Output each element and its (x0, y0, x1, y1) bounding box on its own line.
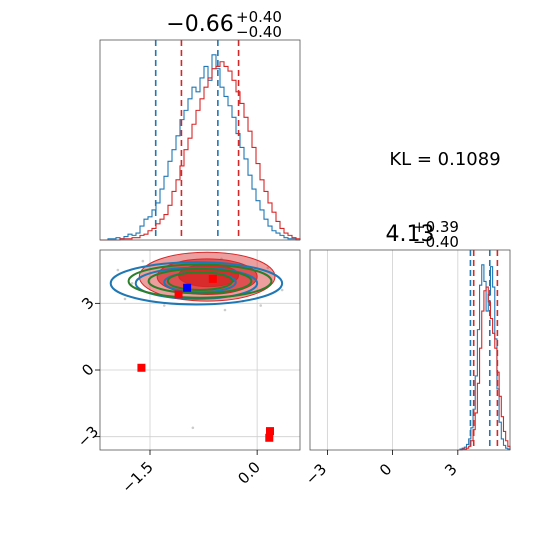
joint-contours (109, 251, 284, 442)
joint-green-contour-1 (147, 267, 253, 295)
joint-green-contour-2 (166, 271, 234, 292)
hist-param2-title-main: 4.13 (386, 222, 435, 247)
joint-x-tick-label-1: 0.0 (234, 458, 264, 488)
hist-param2-title-sup: +0.39 (413, 218, 459, 236)
hist-param1-title-sub: −0.40 (236, 23, 282, 41)
hist-param1-panel: −0.66 +0.40 −0.40 (99, 8, 301, 241)
joint-red-marker-1 (266, 427, 274, 436)
joint-sample-point-8 (130, 282, 134, 285)
joint-sample-point-5 (266, 266, 270, 270)
hist-param2-x-tick-label-2: 3 (441, 460, 460, 479)
joint-sample-point-1 (123, 297, 127, 301)
joint-sample-point-6 (280, 288, 284, 292)
joint-y-tick-label-1: 0 (78, 360, 97, 379)
joint-red-marker-4 (208, 274, 217, 283)
hist-param2-series-0-step (457, 264, 511, 451)
joint-sample-point-9 (259, 304, 263, 307)
hist-param1-title-main: −0.66 (166, 12, 233, 37)
hist-param1-series (100, 40, 301, 241)
hist-param2-x-tick-label-0: −3 (302, 460, 330, 488)
hist-param2-title: 4.13 (386, 222, 435, 247)
hist-param2-x-ticks: −3 0 3 (302, 450, 461, 488)
joint-blue-contour-0 (109, 261, 284, 306)
hist-param2-title-sub: −0.40 (413, 233, 459, 251)
kl-divergence-label: KL = 0.1089 (389, 149, 500, 170)
hist-param2-x-tick-label-1: 0 (376, 460, 395, 479)
joint-x-ticks: −1.5 0.0 (118, 450, 264, 497)
joint-x-tick-label-0: −1.5 (118, 458, 156, 496)
joint-red-marker-2 (265, 433, 274, 442)
joint-frame (99, 249, 301, 451)
hist-param1-title-sup: +0.40 (236, 8, 282, 26)
joint-sample-point-2 (141, 259, 145, 263)
hist-param2-panel: 4.13 +0.39 −0.40 −3 0 3 (302, 218, 511, 488)
joint-sample-point-7 (223, 308, 227, 312)
joint-sample-point-3 (162, 304, 166, 307)
joint-green-contour-0 (127, 263, 273, 299)
hist-param1-frame (99, 39, 301, 241)
joint-red-marker-0 (137, 363, 146, 372)
joint-blue-contour-1 (134, 266, 259, 300)
joint-blue-marker-0 (183, 283, 192, 292)
joint-sample-point-10 (191, 426, 195, 430)
joint-y-tick-label-0: −3 (74, 422, 102, 450)
hist-param2-series-1-step (457, 286, 511, 451)
joint-panel: −1.5 0.0 −3 0 3 (74, 249, 301, 497)
joint-red-marker-3 (174, 290, 183, 299)
joint-sample-point-0 (116, 268, 120, 272)
hist-param1-series-1-step (100, 61, 301, 241)
hist-param2-series (457, 250, 511, 451)
joint-y-tick-label-2: 3 (78, 294, 97, 313)
hist-param2-grid (326, 250, 459, 450)
joint-y-ticks: −3 0 3 (74, 294, 102, 451)
hist-param1-series-0-step (100, 54, 300, 241)
hist-param1-title: −0.66 (166, 12, 233, 37)
hist-param2-frame (309, 249, 511, 451)
